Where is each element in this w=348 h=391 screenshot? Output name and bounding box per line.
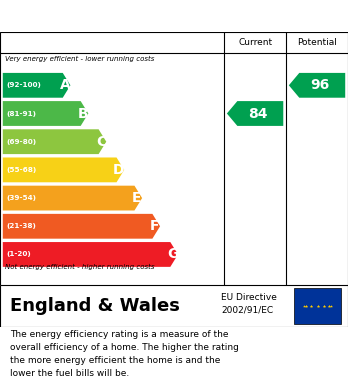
Polygon shape bbox=[3, 158, 124, 182]
Text: EU Directive
2002/91/EC: EU Directive 2002/91/EC bbox=[221, 294, 277, 314]
Text: (21-38): (21-38) bbox=[6, 223, 36, 229]
Polygon shape bbox=[3, 101, 88, 126]
Text: (69-80): (69-80) bbox=[6, 139, 37, 145]
Text: C: C bbox=[96, 135, 106, 149]
Text: E: E bbox=[132, 191, 142, 205]
Text: England & Wales: England & Wales bbox=[10, 297, 180, 315]
Text: Potential: Potential bbox=[297, 38, 337, 47]
Text: (81-91): (81-91) bbox=[6, 111, 36, 117]
Polygon shape bbox=[289, 73, 345, 98]
Polygon shape bbox=[3, 214, 160, 239]
Text: (39-54): (39-54) bbox=[6, 195, 36, 201]
Text: The energy efficiency rating is a measure of the
overall efficiency of a home. T: The energy efficiency rating is a measur… bbox=[10, 330, 239, 378]
Text: (92-100): (92-100) bbox=[6, 83, 41, 88]
Text: 96: 96 bbox=[310, 78, 330, 92]
Text: G: G bbox=[167, 248, 178, 262]
Polygon shape bbox=[227, 101, 283, 126]
Text: 84: 84 bbox=[248, 106, 268, 120]
Polygon shape bbox=[3, 242, 178, 267]
Text: A: A bbox=[60, 78, 70, 92]
Polygon shape bbox=[3, 129, 106, 154]
Text: Energy Efficiency Rating: Energy Efficiency Rating bbox=[10, 9, 220, 23]
Text: B: B bbox=[78, 106, 88, 120]
Text: F: F bbox=[150, 219, 159, 233]
Text: (55-68): (55-68) bbox=[6, 167, 37, 173]
Text: Not energy efficient - higher running costs: Not energy efficient - higher running co… bbox=[5, 264, 155, 270]
Polygon shape bbox=[3, 73, 70, 98]
Text: D: D bbox=[113, 163, 125, 177]
Bar bbox=[294, 288, 341, 324]
Text: Current: Current bbox=[238, 38, 272, 47]
Text: (1-20): (1-20) bbox=[6, 251, 31, 257]
Polygon shape bbox=[3, 186, 142, 210]
Text: Very energy efficient - lower running costs: Very energy efficient - lower running co… bbox=[5, 56, 155, 62]
